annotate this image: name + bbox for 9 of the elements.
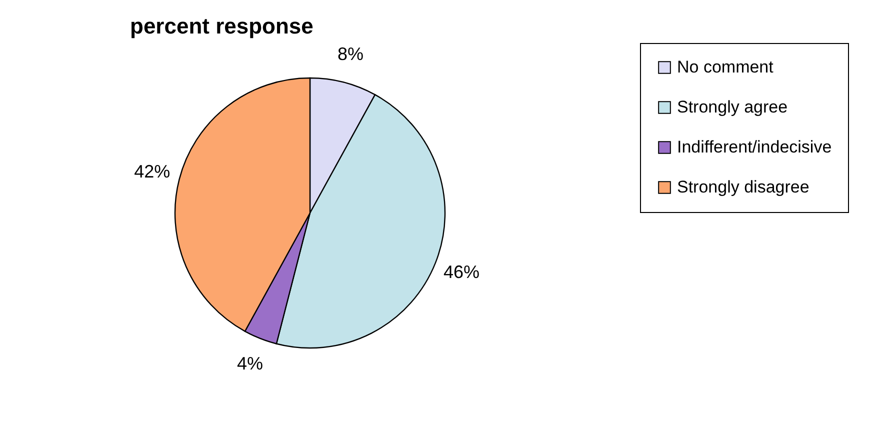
data-label: 42%	[134, 161, 170, 182]
data-label: 8%	[338, 44, 364, 64]
chart-title: percent response	[130, 14, 314, 38]
legend-label: Strongly disagree	[677, 178, 810, 196]
legend-label: No comment	[677, 58, 774, 76]
legend-label: Indifferent/indecisive	[677, 138, 832, 156]
legend-label: Strongly agree	[677, 98, 788, 116]
data-label: 4%	[236, 354, 264, 374]
data-label: 46%	[444, 262, 480, 282]
